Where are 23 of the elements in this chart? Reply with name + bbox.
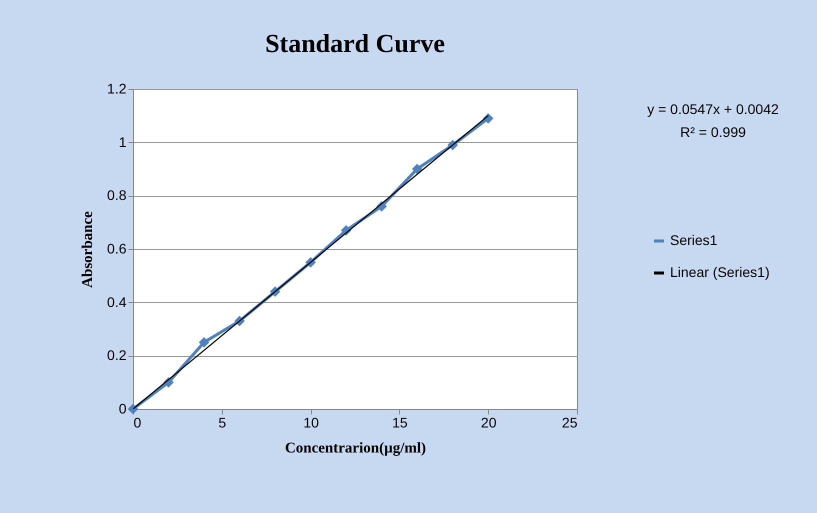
text: y = 0.0547x + 0.0042 xyxy=(647,101,779,117)
x-axis-title: Concentrarion(µg/ml) xyxy=(284,440,426,456)
y-tick-label: 1 xyxy=(118,134,127,150)
point xyxy=(198,337,210,348)
chart-title: Standard Curve xyxy=(265,29,445,58)
x-tick-label: 20 xyxy=(480,414,497,430)
y-tick-label: 0.6 xyxy=(107,240,127,256)
legend-label: Series1 xyxy=(670,232,718,248)
point xyxy=(412,164,422,174)
y-tick-label: 0.8 xyxy=(107,187,127,204)
y-axis-title: Absorbance xyxy=(80,210,96,288)
x-tick-label: 0 xyxy=(134,414,142,430)
y-tick-label: 0.4 xyxy=(107,294,127,310)
point xyxy=(128,404,138,414)
text: R² = 0.999 xyxy=(680,124,746,140)
legend-label: Linear (Series1) xyxy=(670,264,770,280)
y-tick-label: 0 xyxy=(118,400,127,416)
x-tick-label: 15 xyxy=(392,414,408,430)
y-tick-label: 1.2 xyxy=(107,80,127,96)
x-tick-label: 10 xyxy=(303,414,320,430)
y-tick-label: 0.2 xyxy=(107,347,127,364)
x-tick-label: 5 xyxy=(218,414,226,430)
x-tick-label: 25 xyxy=(562,414,578,430)
